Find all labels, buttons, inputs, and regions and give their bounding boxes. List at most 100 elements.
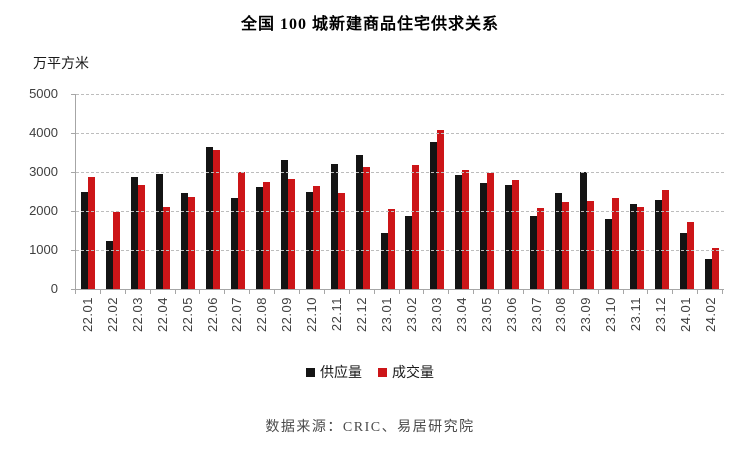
bar-group — [275, 94, 300, 289]
transaction-bar — [312, 185, 320, 289]
y-tick-mark — [71, 289, 76, 290]
x-tick-label-text: 22.04 — [154, 297, 170, 333]
x-tick-label: 23.05 — [474, 297, 499, 345]
x-axis-ticks — [75, 290, 724, 294]
bar-group — [450, 94, 475, 289]
x-tick-label-text: 22.02 — [104, 297, 120, 333]
x-tick — [274, 290, 299, 294]
transaction-bar — [611, 198, 619, 289]
x-tick — [672, 290, 697, 294]
supply-bar — [629, 203, 637, 289]
bar-group — [151, 94, 176, 289]
bar-group — [599, 94, 624, 289]
transaction-bar — [188, 196, 196, 289]
x-tick — [75, 290, 100, 294]
x-tick-label: 22.05 — [175, 297, 200, 345]
supply-bar — [280, 159, 288, 289]
legend-item-transaction: 成交量 — [378, 362, 434, 382]
bar-group — [400, 94, 425, 289]
x-tick — [448, 290, 473, 294]
supply-bar — [405, 216, 413, 289]
transaction-bar — [586, 201, 594, 289]
x-tick-label: 22.01 — [75, 297, 100, 345]
transaction-bar — [686, 222, 694, 289]
supply-bar — [131, 177, 139, 289]
supply-bar — [106, 241, 114, 289]
legend-item-supply: 供应量 — [306, 362, 362, 382]
x-tick-label-text: 23.06 — [503, 297, 519, 333]
bar-group — [649, 94, 674, 289]
x-tick-label: 23.04 — [449, 297, 474, 345]
bar-group — [699, 94, 724, 289]
transaction-bar — [412, 165, 420, 289]
y-tick-mark — [71, 94, 76, 95]
supply-bar — [305, 191, 313, 289]
transaction-bar — [537, 208, 545, 289]
supply-bar — [704, 259, 712, 289]
x-tick-label-text: 23.12 — [653, 297, 669, 333]
bar-group — [674, 94, 699, 289]
x-tick-label: 23.09 — [573, 297, 598, 345]
y-tick-label: 5000 — [29, 86, 58, 101]
transaction-bar — [237, 171, 245, 289]
x-tick-label-text: 23.07 — [528, 297, 544, 333]
transaction-bar — [213, 150, 221, 289]
x-tick — [124, 290, 150, 294]
plot-area — [71, 94, 724, 290]
x-tick-label-text: 22.12 — [354, 297, 370, 333]
supply-bar — [380, 232, 388, 289]
x-tick-label-text: 23.03 — [428, 297, 444, 333]
bar-group — [176, 94, 201, 289]
x-tick-label-text: 23.11 — [628, 297, 644, 332]
x-tick-label-text: 22.08 — [254, 297, 270, 333]
transaction-legend-swatch-icon — [378, 367, 387, 377]
y-tick-label: 4000 — [29, 125, 58, 140]
supply-bar — [455, 174, 463, 289]
transaction-bar — [462, 170, 470, 289]
bar-group — [350, 94, 375, 289]
x-tick-label: 23.01 — [374, 297, 399, 345]
gridline — [76, 133, 724, 134]
x-tick — [249, 290, 274, 294]
x-tick — [572, 290, 598, 294]
x-tick-label: 22.07 — [225, 297, 250, 345]
x-tick-label: 23.12 — [648, 297, 673, 345]
x-tick — [398, 290, 424, 294]
x-tick-label: 24.01 — [673, 297, 698, 345]
bar-group — [525, 94, 550, 289]
bar-group — [226, 94, 251, 289]
supply-bar — [604, 219, 612, 289]
bar-group — [574, 94, 599, 289]
bar-group — [425, 94, 450, 289]
bar-group — [201, 94, 226, 289]
x-tick — [99, 290, 125, 294]
x-tick-label-text: 22.09 — [279, 297, 295, 333]
bar-group — [300, 94, 325, 289]
bar-group — [500, 94, 525, 289]
supply-bar — [579, 172, 587, 289]
y-axis: 0 1000 2000 3000 4000 5000 — [0, 86, 66, 296]
x-tick-label-text: 22.10 — [304, 297, 320, 333]
gridline — [76, 94, 724, 95]
x-tick-label: 22.08 — [249, 297, 274, 345]
x-tick-label-text: 22.03 — [129, 297, 145, 333]
supply-legend-label: 供应量 — [320, 364, 362, 380]
x-tick-label: 22.04 — [150, 297, 175, 345]
transaction-bar — [661, 190, 669, 289]
bar-group — [475, 94, 500, 289]
x-tick-label: 23.02 — [399, 297, 424, 345]
supply-bar — [206, 147, 214, 289]
x-tick-label: 22.12 — [349, 297, 374, 345]
x-tick-label: 22.02 — [100, 297, 125, 345]
transaction-bar — [437, 130, 445, 289]
supply-bar — [81, 192, 89, 289]
data-source-note: 数据来源：CRIC、易居研究院 — [265, 420, 475, 435]
x-tick-label: 23.08 — [549, 297, 574, 345]
y-tick-label: 0 — [50, 281, 58, 296]
y-tick-mark — [71, 133, 76, 134]
transaction-bar — [337, 193, 345, 289]
transaction-bar — [487, 172, 495, 289]
transaction-bar — [512, 179, 520, 289]
x-tick-label-text: 23.05 — [478, 297, 494, 333]
x-tick — [373, 290, 399, 294]
